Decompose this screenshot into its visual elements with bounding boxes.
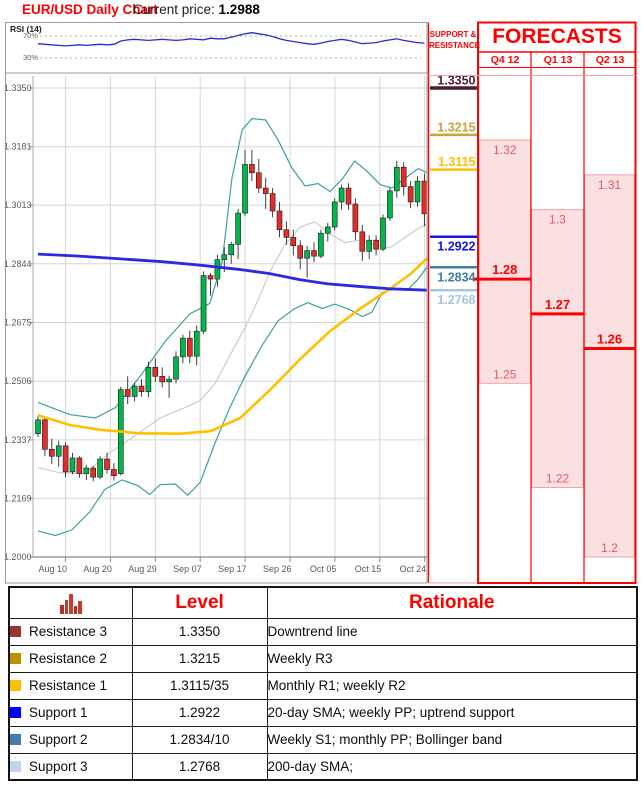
svg-text:Sep 17: Sep 17 — [218, 564, 247, 574]
svg-text:1.2: 1.2 — [601, 541, 618, 555]
svg-text:1.3350: 1.3350 — [4, 83, 32, 93]
current-price-label: Current price: — [133, 2, 215, 17]
rsi-subchart — [37, 32, 425, 59]
table-row: Support 3 1.2768 200-day SMA; — [8, 752, 638, 781]
level-value: 1.3215 — [131, 644, 268, 673]
level-name: Support 1 — [29, 705, 88, 720]
plot-border — [32, 76, 427, 558]
level-value: 1.2922 — [131, 698, 268, 727]
level-color-swatch — [10, 626, 21, 637]
svg-text:Sep 07: Sep 07 — [173, 564, 202, 574]
svg-text:1.31: 1.31 — [598, 178, 622, 192]
rationale-column-header: Rationale — [266, 586, 638, 619]
table-row: Resistance 2 1.3215 Weekly R3 — [8, 644, 638, 673]
bar-chart-icon — [10, 592, 131, 614]
bollinger-lower-line — [37, 266, 428, 537]
forecast-ranges: 1.32 1.25 1.28 1.3 1.22 1.27 1.31 1.2 1.26 — [474, 139, 635, 558]
svg-text:1.2834: 1.2834 — [437, 270, 475, 284]
level-name: Resistance 3 — [29, 624, 108, 639]
support-resistance-levels: 1.3350 1.3215 1.3115 1.2922 1.2834 1.2768 — [430, 74, 477, 307]
svg-text:1.2922: 1.2922 — [437, 240, 475, 254]
svg-text:Aug 29: Aug 29 — [128, 564, 157, 574]
level-value: 1.2834/10 — [131, 725, 268, 754]
level-column-header: Level — [131, 586, 268, 619]
level-value: 1.3350 — [131, 617, 268, 646]
forecast-column-header-q4-12: Q4 12 — [490, 54, 520, 66]
level-value: 1.2768 — [131, 752, 268, 781]
current-price: Current price: 1.2988 — [133, 2, 260, 17]
level-value: 1.3115/35 — [131, 671, 268, 700]
svg-text:Oct 05: Oct 05 — [310, 564, 337, 574]
table-row: Resistance 3 1.3350 Downtrend line — [8, 617, 638, 646]
sma-200-line — [37, 252, 428, 292]
svg-text:1.3350: 1.3350 — [437, 74, 475, 88]
price-grid: 1.3350 1.3181 1.3013 1.2844 1.2675 1.2506 1.23… — [4, 83, 427, 562]
level-rationale: Downtrend line — [266, 617, 638, 646]
support-resistance-header-line2: RESISTANCE — [429, 40, 480, 50]
rsi-upper-threshold-label: 70% — [22, 31, 38, 40]
level-name: Resistance 2 — [29, 651, 108, 666]
forecast-column-header-q2-13: Q2 13 — [595, 54, 625, 66]
svg-text:Oct 24: Oct 24 — [400, 564, 427, 574]
svg-text:1.3013: 1.3013 — [4, 200, 32, 210]
svg-text:1.2768: 1.2768 — [437, 293, 475, 307]
level-color-swatch — [10, 680, 21, 691]
forecasts-title: FORECASTS — [492, 25, 622, 48]
sma-20-line — [37, 221, 428, 475]
svg-text:1.3181: 1.3181 — [4, 142, 32, 152]
candles-layer — [35, 149, 428, 482]
levels-table: Level Rationale Resistance 3 1.3350 Down… — [8, 586, 638, 781]
time-grid: Aug 10 Aug 20 Aug 29 Sep 07 Sep 17 Sep 26 Oct … — [38, 76, 426, 574]
support-resistance-header: SUPPORT & RESISTANCE — [429, 30, 480, 51]
svg-text:1.28: 1.28 — [492, 262, 517, 277]
level-rationale: 200-day SMA; — [266, 752, 638, 781]
svg-text:1.2506: 1.2506 — [4, 376, 32, 386]
table-row: Resistance 1 1.3115/35 Monthly R1; weekl… — [8, 671, 638, 700]
level-name: Support 3 — [29, 758, 88, 774]
svg-text:1.2169: 1.2169 — [4, 493, 32, 503]
level-rationale: Weekly S1; monthly PP; Bollinger band — [266, 725, 638, 754]
level-color-swatch — [10, 760, 21, 772]
svg-text:1.2844: 1.2844 — [4, 259, 32, 269]
level-rationale: 20-day SMA; weekly PP; uptrend support — [266, 698, 638, 727]
svg-text:1.2675: 1.2675 — [4, 318, 32, 328]
svg-text:Oct 15: Oct 15 — [355, 564, 382, 574]
svg-text:1.3: 1.3 — [549, 213, 566, 227]
rsi-indicator-label: RSI (14) — [10, 24, 42, 34]
rsi-lower-threshold-label: 30% — [22, 53, 38, 62]
svg-text:1.22: 1.22 — [546, 472, 570, 486]
level-name: Resistance 1 — [29, 678, 108, 693]
svg-text:Sep 26: Sep 26 — [263, 564, 292, 574]
bollinger-upper-line — [37, 117, 428, 419]
svg-text:1.25: 1.25 — [493, 367, 517, 381]
svg-text:1.3215: 1.3215 — [437, 120, 475, 134]
level-rationale: Weekly R3 — [266, 644, 638, 673]
page-title: EUR/USD Daily Chart — [22, 2, 158, 17]
svg-text:1.2000: 1.2000 — [4, 552, 32, 562]
svg-text:Aug 10: Aug 10 — [38, 564, 67, 574]
svg-text:1.32: 1.32 — [493, 143, 517, 157]
level-name: Support 2 — [29, 732, 88, 747]
level-color-swatch — [10, 734, 21, 745]
svg-text:1.2337: 1.2337 — [4, 435, 32, 445]
table-row: Support 2 1.2834/10 Weekly S1; monthly P… — [8, 725, 638, 754]
level-rationale: Monthly R1; weekly R2 — [266, 671, 638, 700]
panel-borders — [5, 21, 637, 584]
svg-text:1.27: 1.27 — [545, 297, 570, 312]
support-resistance-header-line1: SUPPORT & — [429, 30, 477, 39]
forecast-column-header-q1-13: Q1 13 — [543, 54, 573, 66]
table-row: Support 1 1.2922 20-day SMA; weekly PP; … — [8, 698, 638, 727]
svg-text:1.26: 1.26 — [597, 332, 622, 347]
level-color-swatch — [10, 653, 21, 664]
svg-text:Aug 20: Aug 20 — [83, 564, 112, 574]
sma-100-line — [37, 257, 429, 436]
svg-text:1.3115: 1.3115 — [438, 155, 476, 169]
current-price-value: 1.2988 — [218, 2, 260, 17]
level-color-swatch — [10, 707, 21, 718]
levels-table-header-row: Level Rationale — [8, 586, 638, 619]
